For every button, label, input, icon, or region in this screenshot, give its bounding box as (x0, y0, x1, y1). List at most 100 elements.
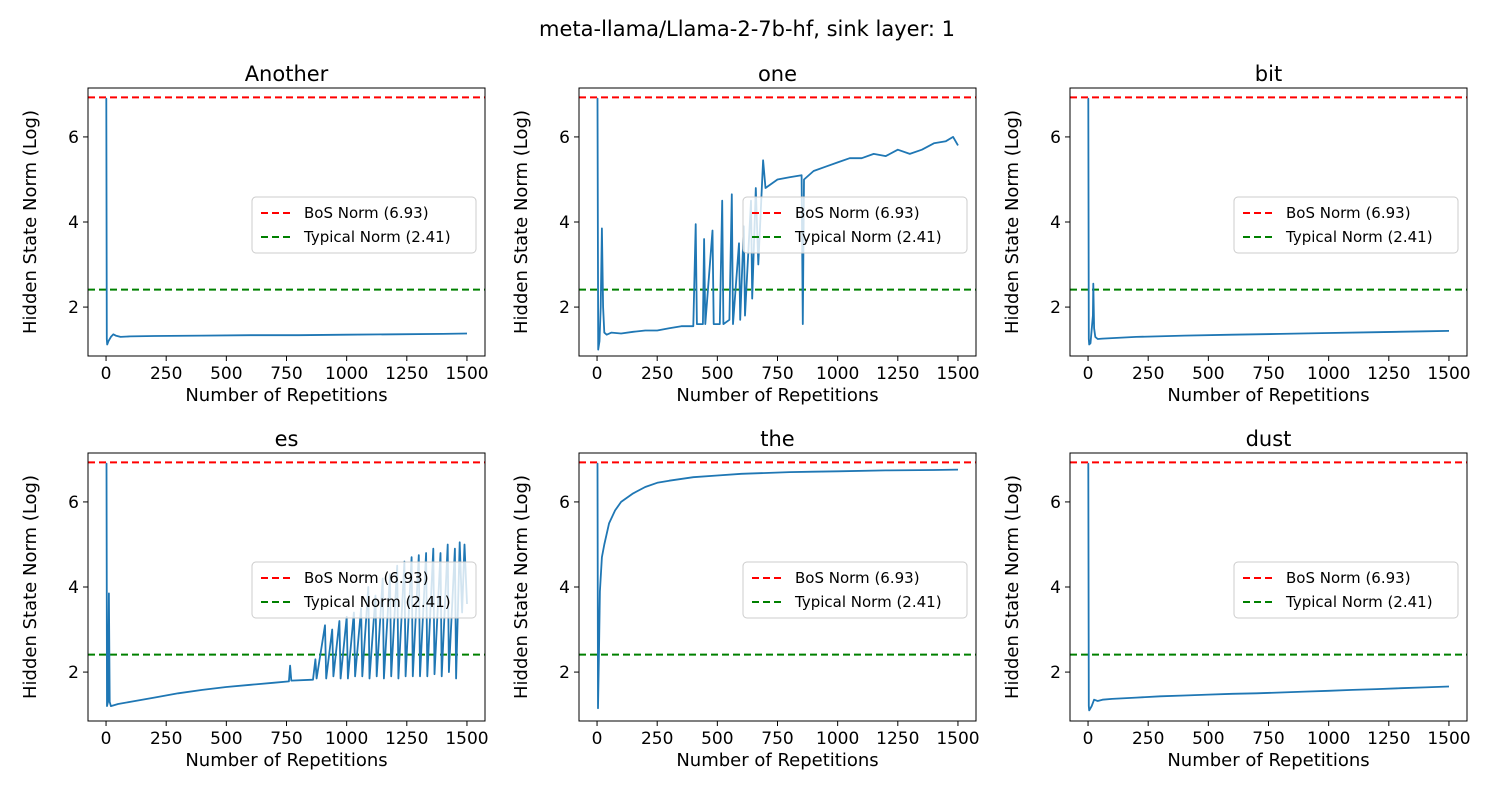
legend-entry: Typical Norm (2.41) (303, 228, 451, 246)
x-tick-label: 1000 (816, 364, 859, 384)
x-tick-label: 0 (101, 364, 112, 384)
y-tick-label: 2 (68, 663, 79, 683)
x-tick-label: 1250 (385, 364, 428, 384)
subplot-title: bit (1255, 62, 1282, 86)
subplot-title: dust (1246, 427, 1292, 451)
y-axis-label: Hidden State Norm (Log) (20, 110, 41, 334)
x-tick-label: 1250 (1367, 364, 1410, 384)
x-tick-label: 0 (1083, 364, 1094, 384)
x-tick-label: 1250 (876, 729, 919, 749)
legend-box (742, 196, 968, 254)
y-axis-label: Hidden State Norm (Log) (20, 475, 41, 699)
y-tick-label: 2 (559, 663, 570, 683)
subplot-dust: 0 250 500 750 1000 1250 1500 2 4 6 dust Number of R… (1002, 427, 1471, 771)
x-tick-label: 500 (1192, 364, 1224, 384)
x-axis-label: Number of Repetitions (676, 385, 878, 406)
x-tick-label: 1500 (936, 729, 979, 749)
y-tick-label: 2 (559, 298, 570, 318)
legend-entry: BoS Norm (6.93) (304, 569, 429, 587)
y-tick-label: 4 (68, 213, 79, 233)
y-axis-label: Hidden State Norm (Log) (511, 110, 532, 334)
legend-box (1233, 561, 1459, 619)
subplot-title: Another (245, 62, 329, 86)
x-axis-label: Number of Repetitions (1167, 750, 1369, 771)
subplot-the: 0 250 500 750 1000 1250 1500 2 4 6 the Number of Re… (511, 427, 980, 771)
x-tick-label: 250 (1132, 364, 1164, 384)
y-tick-label: 6 (68, 128, 79, 148)
x-tick-label: 750 (270, 729, 302, 749)
series-line-hidden-state-norm (1087, 462, 1450, 712)
subplot-title: the (760, 427, 794, 451)
subplot-one: 0 250 500 750 1000 1250 1500 2 4 6 one Number of Re… (511, 62, 980, 406)
legend-entry: Typical Norm (2.41) (303, 593, 451, 611)
y-tick-label: 2 (68, 298, 79, 318)
y-tick-label: 4 (1050, 213, 1061, 233)
figure-suptitle: meta-llama/Llama-2-7b-hf, sink layer: 1 (539, 17, 955, 41)
x-tick-label: 500 (210, 729, 242, 749)
legend: BoS Norm (6.93) Typical Norm (2.41) (251, 561, 477, 619)
x-tick-label: 1000 (325, 364, 368, 384)
x-tick-label: 250 (150, 364, 182, 384)
x-tick-label: 1250 (385, 729, 428, 749)
x-tick-label: 250 (641, 364, 673, 384)
subplot-title: one (758, 62, 797, 86)
x-tick-label: 750 (761, 729, 793, 749)
x-tick-label: 500 (1192, 729, 1224, 749)
x-axis-label: Number of Repetitions (676, 750, 878, 771)
legend-entry: BoS Norm (6.93) (795, 569, 920, 587)
legend-entry: Typical Norm (2.41) (1285, 593, 1433, 611)
x-tick-label: 1250 (1367, 729, 1410, 749)
legend-entry: Typical Norm (2.41) (794, 228, 942, 246)
series-line-hidden-state-norm (596, 462, 959, 710)
legend-box (1233, 196, 1459, 254)
x-tick-label: 750 (1252, 364, 1284, 384)
subplot-another: 0 250 500 750 1000 1250 1500 2 4 6 Another Number o… (20, 62, 489, 406)
subplot-es: 0 250 500 750 1000 1250 1500 2 4 6 es Number of Rep… (20, 427, 489, 771)
y-tick-label: 4 (559, 578, 570, 598)
legend: BoS Norm (6.93) Typical Norm (2.41) (251, 196, 477, 254)
x-tick-label: 0 (101, 729, 112, 749)
y-tick-label: 6 (1050, 493, 1061, 513)
legend-entry: Typical Norm (2.41) (1285, 228, 1433, 246)
legend-box (742, 561, 968, 619)
x-tick-label: 750 (270, 364, 302, 384)
x-tick-label: 750 (1252, 729, 1284, 749)
x-tick-label: 500 (210, 364, 242, 384)
y-tick-label: 6 (559, 493, 570, 513)
x-tick-label: 1500 (445, 729, 488, 749)
x-tick-label: 250 (150, 729, 182, 749)
legend-box (251, 196, 477, 254)
legend: BoS Norm (6.93) Typical Norm (2.41) (1233, 561, 1459, 619)
y-axis-label: Hidden State Norm (Log) (511, 475, 532, 699)
legend: BoS Norm (6.93) Typical Norm (2.41) (742, 561, 968, 619)
x-tick-label: 1250 (876, 364, 919, 384)
x-tick-label: 500 (701, 364, 733, 384)
legend-entry: BoS Norm (6.93) (795, 204, 920, 222)
x-tick-label: 1000 (1307, 729, 1350, 749)
x-tick-label: 1500 (445, 364, 488, 384)
x-tick-label: 1500 (1427, 364, 1470, 384)
x-tick-label: 1000 (816, 729, 859, 749)
legend-entry: BoS Norm (6.93) (1286, 204, 1411, 222)
subplot-title: es (275, 427, 299, 451)
subplot-grid: 0 250 500 750 1000 1250 1500 2 4 6 Another Number o… (20, 62, 1471, 771)
series-line-hidden-state-norm (1087, 97, 1450, 346)
y-tick-label: 2 (1050, 298, 1061, 318)
legend-entry: Typical Norm (2.41) (794, 593, 942, 611)
series-line-hidden-state-norm (105, 97, 468, 346)
legend-box (251, 561, 477, 619)
legend: BoS Norm (6.93) Typical Norm (2.41) (1233, 196, 1459, 254)
x-axis-label: Number of Repetitions (1167, 385, 1369, 406)
x-tick-label: 1000 (325, 729, 368, 749)
y-tick-label: 6 (68, 493, 79, 513)
x-tick-label: 1000 (1307, 364, 1350, 384)
y-tick-label: 4 (559, 213, 570, 233)
x-tick-label: 1500 (936, 364, 979, 384)
x-tick-label: 250 (1132, 729, 1164, 749)
y-tick-label: 6 (559, 128, 570, 148)
x-tick-label: 0 (592, 364, 603, 384)
legend-entry: BoS Norm (6.93) (1286, 569, 1411, 587)
y-tick-label: 4 (1050, 578, 1061, 598)
x-axis-label: Number of Repetitions (185, 750, 387, 771)
